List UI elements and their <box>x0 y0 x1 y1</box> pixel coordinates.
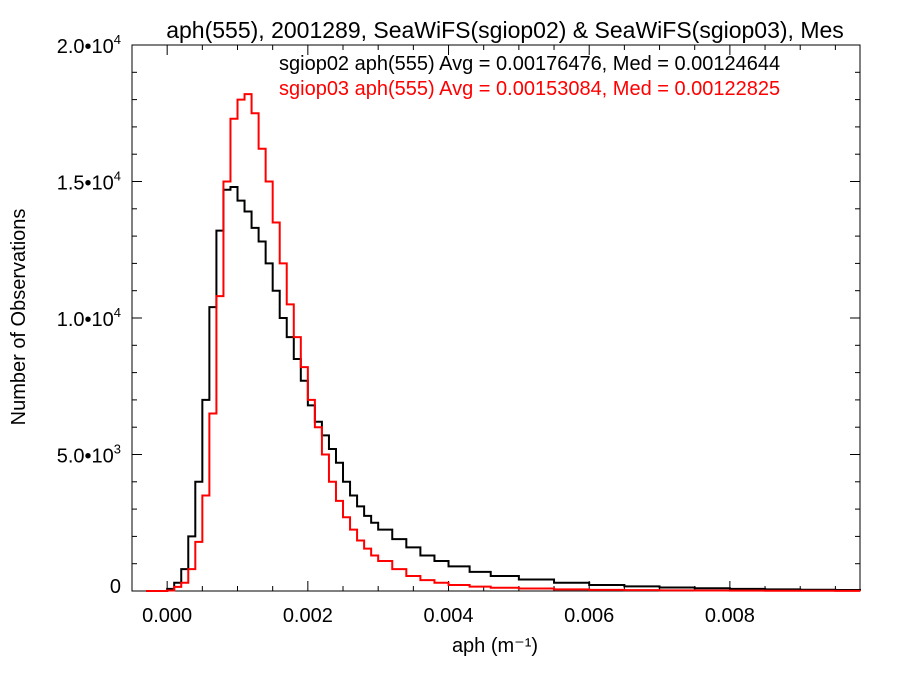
legend: sgiop02 aph(555) Avg = 0.00176476, Med =… <box>279 53 780 100</box>
y-tick-label: 0 <box>110 576 121 598</box>
x-tick-label: 0.000 <box>142 605 192 627</box>
series-line-1 <box>146 185 861 592</box>
legend-entry-2: sgiop03 aph(555) Avg = 0.00153084, Med =… <box>279 78 780 100</box>
y-tick-label: 1.0•104 <box>57 305 121 331</box>
legend-entry-1: sgiop02 aph(555) Avg = 0.00176476, Med =… <box>279 53 780 75</box>
x-tick-labels: 0.000 0.002 0.004 0.006 0.008 <box>142 605 755 627</box>
y-tick-label: 5.0•103 <box>57 442 121 468</box>
axes-frame <box>131 44 861 592</box>
x-tick-label: 0.008 <box>705 605 755 627</box>
y-tick-label: 2.0•104 <box>57 32 121 58</box>
chart-title: aph(555), 2001289, SeaWiFS(sgiop02) & Se… <box>166 17 844 43</box>
series-layer <box>146 93 861 592</box>
series-line-2 <box>146 93 861 592</box>
x-tick-label: 0.004 <box>423 605 473 627</box>
x-tick-label: 0.006 <box>564 605 614 627</box>
plot-frame <box>131 44 861 592</box>
y-tick-labels: 0 5.0•103 1.0•104 1.5•104 2.0•104 <box>57 32 121 598</box>
y-axis-label: Number of Observations <box>8 209 30 426</box>
x-tick-label: 0.002 <box>283 605 333 627</box>
x-axis-label: aph (m⁻¹) <box>452 635 538 657</box>
y-tick-label: 1.5•104 <box>57 169 121 195</box>
